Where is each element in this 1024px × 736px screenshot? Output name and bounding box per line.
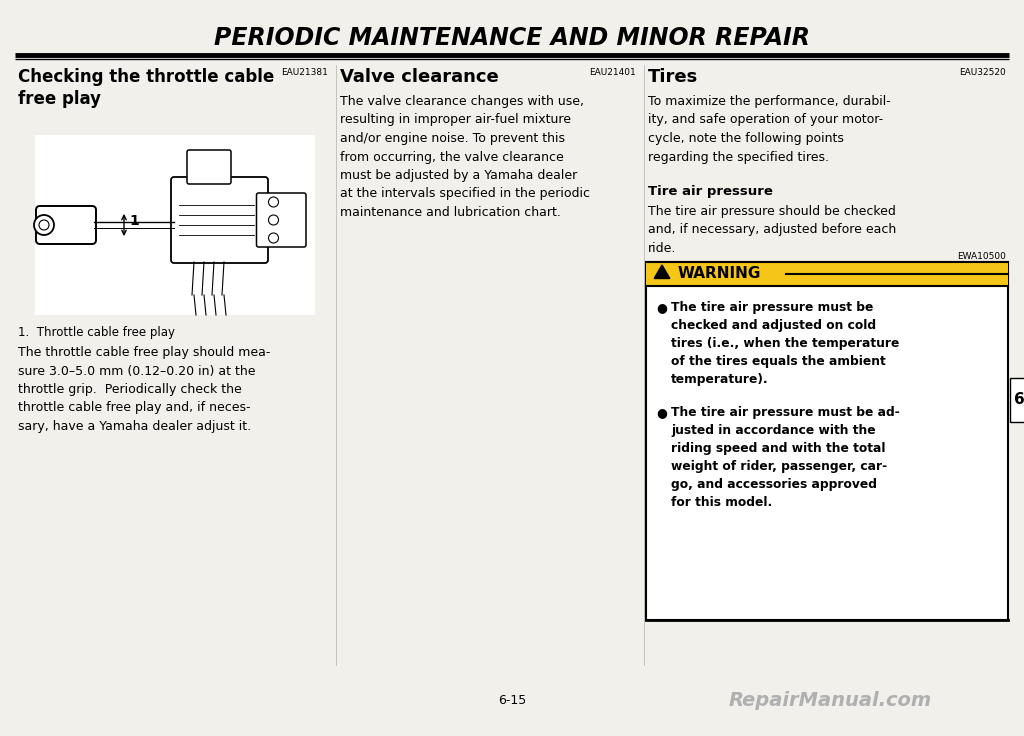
Polygon shape <box>654 265 670 278</box>
Bar <box>1010 378 1024 422</box>
Circle shape <box>268 233 279 243</box>
Text: 1.  Throttle cable free play: 1. Throttle cable free play <box>18 326 175 339</box>
Circle shape <box>268 215 279 225</box>
Text: Checking the throttle cable
free play: Checking the throttle cable free play <box>18 68 274 108</box>
Circle shape <box>39 220 49 230</box>
Text: PERIODIC MAINTENANCE AND MINOR REPAIR: PERIODIC MAINTENANCE AND MINOR REPAIR <box>214 26 810 50</box>
Text: Tire air pressure: Tire air pressure <box>648 185 773 198</box>
Bar <box>35 135 315 315</box>
Text: The tire air pressure must be ad-
justed in accordance with the
riding speed and: The tire air pressure must be ad- justed… <box>671 406 900 509</box>
Text: RepairManual.com: RepairManual.com <box>728 690 932 710</box>
Circle shape <box>34 215 54 235</box>
Bar <box>646 262 1008 620</box>
Text: ●: ● <box>656 301 667 314</box>
Text: 1: 1 <box>129 214 138 228</box>
FancyBboxPatch shape <box>171 177 268 263</box>
Text: The tire air pressure must be
checked and adjusted on cold
tires (i.e., when the: The tire air pressure must be checked an… <box>671 301 899 386</box>
Text: !: ! <box>659 270 665 280</box>
FancyBboxPatch shape <box>256 193 306 247</box>
Bar <box>646 262 1008 286</box>
Text: EAU21381: EAU21381 <box>282 68 328 77</box>
Text: To maximize the performance, durabil-
ity, and safe operation of your motor-
cyc: To maximize the performance, durabil- it… <box>648 95 891 163</box>
Text: The tire air pressure should be checked
and, if necessary, adjusted before each
: The tire air pressure should be checked … <box>648 205 896 255</box>
Text: 6: 6 <box>1014 392 1024 408</box>
Circle shape <box>268 197 279 207</box>
Text: WARNING: WARNING <box>678 266 762 281</box>
Text: Valve clearance: Valve clearance <box>340 68 499 86</box>
Text: ●: ● <box>656 406 667 419</box>
Text: EWA10500: EWA10500 <box>957 252 1006 261</box>
FancyBboxPatch shape <box>36 206 96 244</box>
Text: Tires: Tires <box>648 68 698 86</box>
Text: EAU21401: EAU21401 <box>589 68 636 77</box>
Text: The throttle cable free play should mea-
sure 3.0–5.0 mm (0.12–0.20 in) at the
t: The throttle cable free play should mea-… <box>18 346 270 433</box>
Text: EAU32520: EAU32520 <box>959 68 1006 77</box>
FancyBboxPatch shape <box>187 150 231 184</box>
Text: The valve clearance changes with use,
resulting in improper air-fuel mixture
and: The valve clearance changes with use, re… <box>340 95 590 219</box>
Text: 6-15: 6-15 <box>498 693 526 707</box>
